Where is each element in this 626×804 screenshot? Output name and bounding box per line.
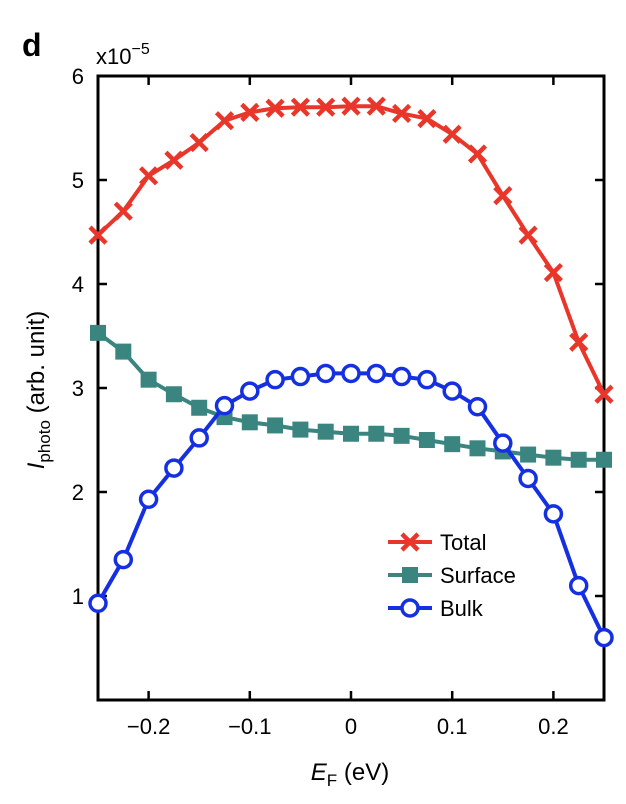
- data-point-surface: [393, 427, 410, 444]
- series-line-total: [96, 104, 606, 396]
- data-point-surface: [418, 432, 435, 448]
- axes: −0.2 −0.1 0 0.1 0.2 1 2 3 4 5 6: [72, 64, 606, 739]
- data-point-total: [467, 144, 488, 164]
- data-point-surface: [469, 440, 486, 457]
- data-point-total: [543, 262, 563, 283]
- data-point-surface: [191, 399, 208, 416]
- x-tick-label: −0.2: [127, 714, 170, 739]
- y-tick-label: 6: [72, 64, 84, 89]
- data-point-surface: [317, 423, 334, 440]
- data-point-surface: [368, 425, 385, 442]
- data-point-bulk: [341, 363, 361, 384]
- data-point-bulk: [442, 381, 462, 401]
- data-point-total: [265, 98, 285, 118]
- data-point-total: [366, 96, 386, 116]
- data-point-total: [493, 186, 513, 206]
- y-tick-label: 4: [72, 272, 84, 297]
- data-point-surface: [545, 449, 562, 466]
- data-point-total: [341, 96, 361, 116]
- data-point-bulk: [265, 369, 285, 390]
- legend-marker: [400, 598, 420, 618]
- data-point-bulk: [366, 363, 387, 384]
- data-point-surface: [165, 386, 182, 403]
- series-surface: [90, 324, 612, 468]
- data-point-bulk: [568, 575, 589, 596]
- y-tick-label: 2: [72, 480, 84, 505]
- data-point-total: [417, 109, 437, 129]
- data-point-total: [88, 225, 108, 245]
- data-point-surface: [596, 451, 612, 468]
- data-point-bulk: [290, 366, 311, 387]
- data-point-bulk: [88, 593, 108, 614]
- data-point-bulk: [391, 366, 412, 387]
- legend-marker: [402, 567, 418, 583]
- y-tick-label: 1: [72, 584, 84, 609]
- data-point-total: [189, 132, 209, 153]
- data-point-bulk: [493, 433, 513, 453]
- data-point-bulk: [467, 396, 488, 417]
- data-point-total: [214, 111, 235, 131]
- series-total: [88, 96, 614, 404]
- series-bulk: [88, 363, 614, 648]
- data-point-bulk: [164, 458, 184, 478]
- legend-item-total: Total: [388, 530, 486, 555]
- data-point-bulk: [138, 489, 159, 510]
- data-point-surface: [292, 421, 309, 438]
- data-point-bulk: [189, 428, 209, 448]
- data-point-total: [442, 124, 462, 144]
- legend-label: Bulk: [440, 596, 484, 621]
- x-axis-label: EF (eV): [311, 759, 389, 790]
- data-point-bulk: [315, 363, 336, 384]
- x-tick-label: 0: [345, 714, 357, 739]
- legend-item-surface: Surface: [388, 563, 516, 588]
- data-point-total: [518, 225, 538, 245]
- data-point-total: [240, 102, 260, 122]
- data-point-total: [164, 150, 184, 170]
- data-point-bulk: [417, 369, 437, 390]
- data-point-surface: [140, 371, 157, 388]
- data-point-bulk: [543, 504, 564, 524]
- data-point-surface: [343, 425, 359, 442]
- series-line-bulk: [96, 371, 606, 639]
- data-point-surface: [241, 414, 258, 431]
- data-point-bulk: [518, 468, 538, 489]
- x-tick-label: −0.1: [228, 714, 271, 739]
- panel-label: d: [22, 27, 42, 63]
- data-point-bulk: [240, 381, 260, 401]
- data-point-total: [392, 103, 412, 124]
- data-point-total: [139, 166, 159, 186]
- legend-label: Surface: [440, 563, 516, 588]
- data-point-surface: [444, 436, 461, 453]
- axis-multiplier: x10−5: [96, 41, 150, 69]
- data-point-surface: [520, 446, 537, 463]
- data-point-bulk: [594, 627, 614, 648]
- legend-item-bulk: Bulk: [388, 596, 484, 621]
- data-point-bulk: [214, 395, 235, 416]
- legend-label: Total: [440, 530, 486, 555]
- y-tick-label: 3: [72, 376, 84, 401]
- data-point-total: [594, 384, 614, 404]
- data-point-total: [569, 332, 589, 352]
- data-point-bulk: [113, 549, 134, 570]
- data-point-surface: [267, 417, 284, 434]
- legend: Total Surface Bulk: [388, 530, 516, 621]
- y-tick-label: 5: [72, 168, 84, 193]
- series-layer: [88, 96, 614, 648]
- data-point-surface: [90, 324, 106, 341]
- x-tick-label: 0.2: [538, 714, 569, 739]
- data-point-total: [290, 97, 310, 117]
- data-point-total: [316, 97, 336, 117]
- legend-marker: [400, 532, 420, 552]
- y-axis-label: Iphoto (arb. unit): [23, 311, 54, 470]
- data-point-total: [113, 201, 133, 221]
- data-point-surface: [570, 451, 587, 468]
- x-tick-label: 0.1: [437, 714, 468, 739]
- data-point-surface: [115, 343, 132, 360]
